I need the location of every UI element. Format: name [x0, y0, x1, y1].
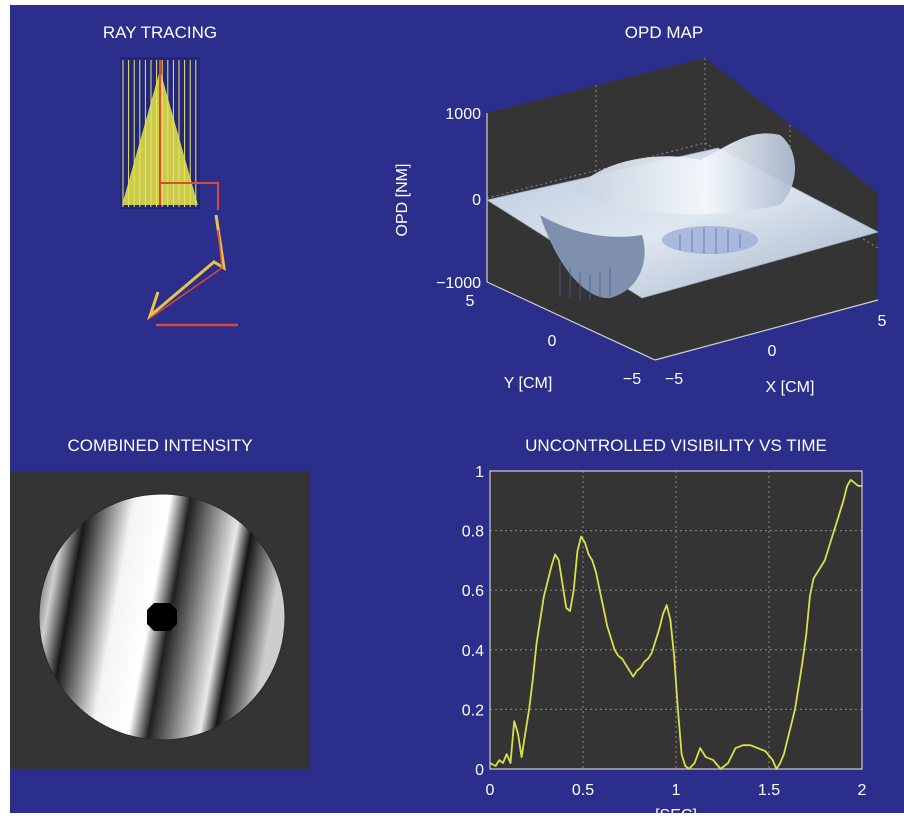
- x-tick-label: 2: [858, 782, 867, 799]
- opd-y-axis: [486, 281, 656, 361]
- combined-intensity-panel: COMBINED INTENSITY: [10, 436, 310, 769]
- opd-y-axis-label: Y [CM]: [504, 375, 553, 392]
- opd-x-tick-label: 0: [768, 343, 777, 360]
- fold-path: [160, 182, 219, 210]
- opd-map-title: OPD MAP: [625, 23, 703, 42]
- opd-z-tick-label: 0: [472, 192, 481, 209]
- visibility-plot: 0 0.5 1 1.5 2 0 0.2 0.4 0.6 0.8 1: [462, 464, 867, 799]
- opd-x-tick-label: 5: [878, 313, 887, 330]
- visibility-title: UNCONTROLLED VISIBILITY VS TIME: [525, 436, 827, 455]
- reflected-rays: [146, 214, 226, 321]
- opd-z-tick-label: −1000: [436, 275, 481, 292]
- opd-y-tick-label: −5: [623, 371, 641, 388]
- combined-intensity-title: COMBINED INTENSITY: [67, 436, 252, 455]
- y-tick-label: 0.4: [462, 643, 484, 660]
- opd-y-tick-label: 5: [466, 293, 475, 310]
- secondary-path: [149, 229, 223, 319]
- central-obscuration: [147, 603, 177, 631]
- y-tick-label: 1: [475, 464, 484, 481]
- y-tick-label: 0.6: [462, 583, 484, 600]
- visibility-x-axis-label: [SEC]: [655, 807, 697, 821]
- y-tick-label: 0.8: [462, 524, 484, 541]
- ray-tracing-title: RAY TRACING: [103, 23, 217, 42]
- x-tick-label: 0.5: [572, 782, 594, 799]
- opd-x-axis-label: X [CM]: [766, 379, 815, 396]
- ray-trace-drawing: [120, 57, 238, 327]
- opd-x-axis: [654, 299, 879, 361]
- x-tick-label: 1: [672, 782, 681, 799]
- opd-z-axis-label: OPD [NM]: [394, 164, 411, 237]
- x-tick-label: 1.5: [758, 782, 780, 799]
- y-tick-label: 0.2: [462, 702, 484, 719]
- opd-z-tick-label: 1000: [445, 106, 481, 123]
- opd-surface: [485, 133, 880, 300]
- plot-frame: [489, 470, 863, 770]
- opd-x-tick-label: −5: [665, 371, 683, 388]
- visibility-panel: UNCONTROLLED VISIBILITY VS TIME 0 0.5 1 1.5…: [462, 436, 867, 821]
- aperture-edge: [38, 493, 286, 741]
- plot-area: [490, 471, 862, 769]
- y-tick-label: 0: [475, 762, 484, 779]
- ray-tracing-panel: RAY TRACING: [103, 23, 238, 327]
- x-tick-label: 0: [486, 782, 495, 799]
- opd-map-panel: OPD MAP: [394, 23, 887, 396]
- visibility-series-line: [489, 478, 862, 770]
- opd-y-tick-label: 0: [548, 333, 557, 350]
